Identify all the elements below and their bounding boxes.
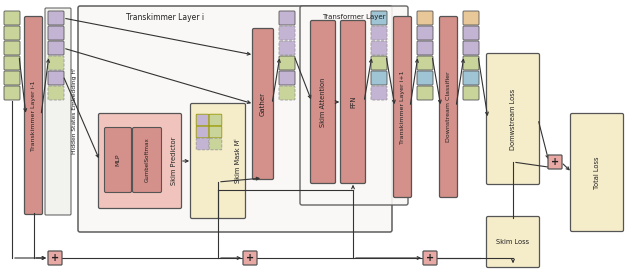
Text: Skim Loss: Skim Loss [497, 239, 529, 245]
FancyBboxPatch shape [48, 86, 64, 100]
FancyBboxPatch shape [196, 114, 209, 126]
FancyBboxPatch shape [417, 71, 433, 85]
Text: GumbelSoftmax: GumbelSoftmax [145, 138, 150, 182]
FancyBboxPatch shape [279, 71, 295, 85]
FancyBboxPatch shape [463, 11, 479, 25]
FancyBboxPatch shape [463, 56, 479, 70]
FancyBboxPatch shape [209, 138, 222, 150]
FancyBboxPatch shape [243, 251, 257, 265]
FancyBboxPatch shape [209, 114, 222, 126]
FancyBboxPatch shape [132, 128, 161, 193]
FancyBboxPatch shape [417, 56, 433, 70]
FancyBboxPatch shape [417, 41, 433, 55]
Text: Transkimmer Layer i: Transkimmer Layer i [126, 13, 204, 21]
FancyBboxPatch shape [78, 6, 392, 232]
FancyBboxPatch shape [191, 104, 246, 218]
FancyBboxPatch shape [104, 128, 131, 193]
FancyBboxPatch shape [423, 251, 437, 265]
Text: Hidden States Embedding Hⁱ: Hidden States Embedding Hⁱ [71, 69, 77, 155]
Text: Transkimmer Layer i+1: Transkimmer Layer i+1 [400, 70, 405, 144]
Text: Transkimmer Layer i-1: Transkimmer Layer i-1 [31, 80, 36, 151]
Text: Transformer Layer: Transformer Layer [323, 14, 386, 20]
Text: Downstream Classifier: Downstream Classifier [446, 72, 451, 142]
FancyBboxPatch shape [463, 26, 479, 40]
FancyBboxPatch shape [440, 16, 458, 198]
FancyBboxPatch shape [4, 11, 20, 25]
FancyBboxPatch shape [99, 114, 182, 208]
FancyBboxPatch shape [4, 41, 20, 55]
FancyBboxPatch shape [371, 86, 387, 100]
FancyBboxPatch shape [48, 71, 64, 85]
FancyBboxPatch shape [279, 86, 295, 100]
FancyBboxPatch shape [279, 11, 295, 25]
FancyBboxPatch shape [548, 155, 562, 169]
Text: FFN: FFN [350, 96, 356, 108]
FancyBboxPatch shape [4, 56, 20, 70]
FancyBboxPatch shape [486, 217, 540, 268]
FancyBboxPatch shape [300, 6, 408, 205]
Text: Skim Predictor: Skim Predictor [171, 137, 177, 185]
FancyBboxPatch shape [279, 56, 295, 70]
FancyBboxPatch shape [253, 28, 273, 179]
FancyBboxPatch shape [394, 16, 412, 198]
FancyBboxPatch shape [48, 11, 64, 25]
FancyBboxPatch shape [279, 41, 295, 55]
Text: Domwstream Loss: Domwstream Loss [510, 88, 516, 150]
FancyBboxPatch shape [371, 41, 387, 55]
FancyBboxPatch shape [417, 11, 433, 25]
FancyBboxPatch shape [48, 26, 64, 40]
FancyBboxPatch shape [486, 54, 540, 184]
FancyBboxPatch shape [371, 71, 387, 85]
Text: Total Loss: Total Loss [594, 156, 600, 189]
Text: Skim Attention: Skim Attention [320, 77, 326, 127]
Text: +: + [426, 253, 434, 263]
FancyBboxPatch shape [196, 126, 209, 138]
FancyBboxPatch shape [371, 11, 387, 25]
FancyBboxPatch shape [48, 41, 64, 55]
FancyBboxPatch shape [371, 56, 387, 70]
FancyBboxPatch shape [4, 26, 20, 40]
FancyBboxPatch shape [4, 86, 20, 100]
Text: +: + [551, 157, 559, 167]
FancyBboxPatch shape [196, 138, 209, 150]
FancyBboxPatch shape [48, 251, 62, 265]
FancyBboxPatch shape [570, 114, 623, 232]
FancyBboxPatch shape [48, 56, 64, 70]
Text: MLP: MLP [115, 154, 120, 166]
FancyBboxPatch shape [417, 86, 433, 100]
Text: +: + [51, 253, 59, 263]
Text: +: + [246, 253, 254, 263]
FancyBboxPatch shape [4, 71, 20, 85]
FancyBboxPatch shape [45, 8, 71, 215]
FancyBboxPatch shape [209, 126, 222, 138]
FancyBboxPatch shape [340, 20, 365, 184]
FancyBboxPatch shape [463, 41, 479, 55]
Text: Gather: Gather [260, 92, 266, 116]
FancyBboxPatch shape [371, 26, 387, 40]
FancyBboxPatch shape [279, 26, 295, 40]
Text: Skim Mask Mⁱ: Skim Mask Mⁱ [235, 139, 241, 183]
FancyBboxPatch shape [417, 26, 433, 40]
FancyBboxPatch shape [463, 71, 479, 85]
FancyBboxPatch shape [310, 20, 335, 184]
FancyBboxPatch shape [463, 86, 479, 100]
FancyBboxPatch shape [24, 16, 42, 215]
